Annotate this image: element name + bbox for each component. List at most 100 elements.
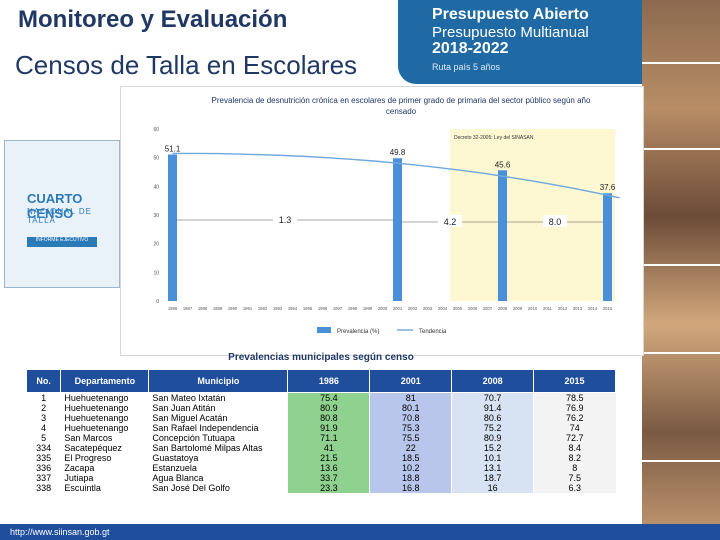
- table-row: 334 Sacatepéquez San Bartolomé Milpas Alta…: [25, 443, 616, 453]
- y-tick-label: 20: [153, 242, 159, 248]
- cell-municipio: San Juan Atitán: [148, 403, 288, 413]
- header-1986: 1986: [287, 369, 371, 393]
- cell-2015: 8.4: [533, 443, 616, 453]
- y-tick-label: 50: [153, 156, 159, 162]
- legend-label-tendencia: Tendencia: [419, 329, 447, 335]
- cell-1986: 41: [287, 443, 370, 453]
- prevalence-chart: Decreto 32-2005: Ley del SINASAN 0 10 20 30 4…: [153, 127, 620, 335]
- cell-departamento: El Progreso: [60, 453, 149, 463]
- x-tick-label: 2001: [393, 306, 403, 311]
- cell-2001: 81: [369, 392, 452, 403]
- y-tick-label: 30: [153, 213, 159, 219]
- cell-no: 3: [25, 413, 61, 423]
- x-tick-label: 1996: [318, 306, 328, 311]
- x-tick-label: 1986: [168, 306, 178, 311]
- cell-2001: 22: [369, 443, 452, 453]
- logo-line3: 2018-2022: [432, 40, 509, 57]
- table-title: Prevalencias municipales según censo: [228, 352, 414, 363]
- cell-municipio: Estanzuela: [148, 463, 288, 473]
- cell-2001: 75.3: [369, 423, 452, 433]
- cell-2001: 70.8: [369, 413, 452, 423]
- x-tick-label: 2003: [423, 306, 433, 311]
- table-row: 4 Huehuetenango San Rafael Independencia 91…: [25, 423, 616, 433]
- cell-municipio: Agua Blanca: [148, 473, 288, 483]
- prevalence-chart-panel: Prevalencia de desnutrición crónica en e…: [120, 86, 644, 356]
- difference-label: 1.3: [279, 215, 292, 225]
- cell-departamento: Huehuetenango: [60, 403, 149, 413]
- x-tick-label: 1988: [198, 306, 208, 311]
- cell-2008: 80.9: [451, 433, 534, 443]
- bar: [603, 193, 612, 301]
- x-tick-label: 1990: [228, 306, 238, 311]
- footer-url[interactable]: http://www.siinsan.gob.gt: [10, 527, 110, 537]
- cell-no: 337: [25, 473, 61, 483]
- legend-swatch-bar: [317, 327, 331, 333]
- cell-2001: 75.5: [369, 433, 452, 443]
- chart-title: Prevalencia de desnutrición crónica en e…: [211, 96, 591, 116]
- cell-2015: 72.7: [533, 433, 616, 443]
- cell-departamento: Huehuetenango: [60, 413, 149, 423]
- footer-bar: http://www.siinsan.gob.gt: [0, 524, 720, 540]
- cell-municipio: Guastatoya: [148, 453, 288, 463]
- x-tick-label: 1997: [333, 306, 343, 311]
- y-tick-label: 0: [156, 299, 159, 305]
- cell-1986: 71.1: [287, 433, 370, 443]
- cover-subtitle: NACIONAL DE TALLA: [27, 207, 92, 225]
- cell-1986: 80.8: [287, 413, 370, 423]
- cell-1986: 91.9: [287, 423, 370, 433]
- table-row: 338 Escuintla San José Del Golfo 23.3 16.8 16…: [25, 483, 616, 493]
- cell-2008: 13.1: [451, 463, 534, 473]
- x-tick-label: 2007: [483, 306, 493, 311]
- y-tick-label: 10: [153, 270, 159, 276]
- x-tick-label: 1995: [303, 306, 313, 311]
- bar-value-label: 51.1: [165, 145, 181, 154]
- cell-2008: 10.1: [451, 453, 534, 463]
- cell-2015: 8: [533, 463, 616, 473]
- logo-line4: Ruta país 5 años: [432, 62, 501, 72]
- x-tick-label: 2006: [468, 306, 478, 311]
- page-title: Monitoreo y Evaluación: [18, 6, 288, 33]
- cell-no: 5: [25, 433, 61, 443]
- cell-1986: 80.9: [287, 403, 370, 413]
- municipal-prevalence-table: No. Departamento Municipio 1986 2001 200…: [25, 369, 616, 493]
- cell-2008: 16: [451, 483, 534, 493]
- cell-no: 4: [25, 423, 61, 433]
- cell-departamento: Sacatepéquez: [60, 443, 149, 453]
- cell-2001: 18.5: [369, 453, 452, 463]
- x-tick-label: 2005: [453, 306, 463, 311]
- cell-departamento: Huehuetenango: [60, 392, 149, 403]
- cell-1986: 13.6: [287, 463, 370, 473]
- x-tick-label: 2000: [378, 306, 388, 311]
- header-no: No.: [25, 369, 62, 393]
- difference-label-bg: [438, 215, 462, 227]
- x-tick-label: 2014: [588, 306, 598, 311]
- x-tick-label: 1992: [258, 306, 268, 311]
- cell-departamento: Jutiapa: [60, 473, 149, 483]
- x-tick-label: 2008: [498, 306, 508, 311]
- cell-2001: 18.8: [369, 473, 452, 483]
- cell-2015: 8.2: [533, 453, 616, 463]
- header-municipio: Municipio: [148, 369, 289, 393]
- x-tick-label: 2009: [513, 306, 523, 311]
- law-highlight-region: [450, 129, 615, 301]
- bar-value-label: 45.6: [495, 160, 511, 169]
- cell-2008: 18.7: [451, 473, 534, 483]
- table-row: 1 Huehuetenango San Mateo Ixtatán 75.4 81 70.…: [25, 392, 616, 403]
- cell-2015: 7.5: [533, 473, 616, 483]
- cell-no: 338: [25, 483, 61, 493]
- cell-1986: 33.7: [287, 473, 370, 483]
- table-row: 336 Zacapa Estanzuela 13.6 10.2 13.1 8: [25, 463, 616, 473]
- cell-1986: 21.5: [287, 453, 370, 463]
- cell-departamento: San Marcos: [60, 433, 149, 443]
- header-2015: 2015: [533, 369, 616, 393]
- cell-2015: 78.5: [533, 392, 616, 403]
- cell-2001: 16.8: [369, 483, 452, 493]
- presupuesto-logo: Presupuesto Abierto Presupuesto Multianu…: [398, 0, 670, 84]
- cell-no: 1: [25, 392, 61, 403]
- cell-municipio: San Bartolomé Milpas Altas: [148, 443, 288, 453]
- legend-label-prevalencia: Prevalencia (%): [337, 329, 379, 335]
- bar-value-label: 49.8: [390, 148, 406, 157]
- difference-label-bg: [273, 213, 297, 225]
- children-photo-strip: [642, 0, 720, 540]
- cell-2015: 74: [533, 423, 616, 433]
